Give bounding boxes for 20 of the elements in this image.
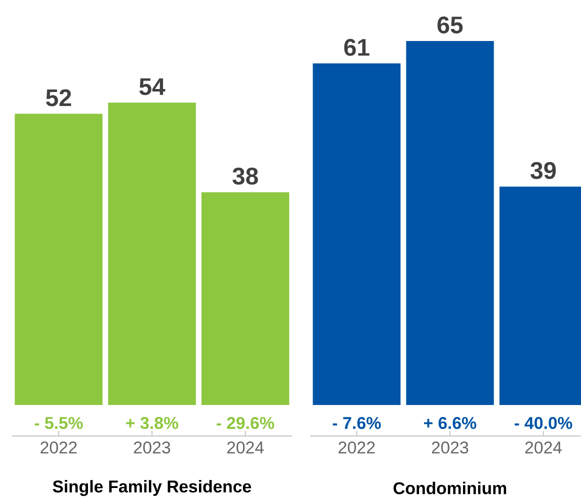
data-label: 39 [530,162,556,180]
data-label: 61 [344,38,370,56]
data-label: 38 [232,168,258,185]
x-tick-label: 2022 [338,442,375,454]
x-tick-label: 2024 [525,442,562,454]
x-axis-title: Single Family Residence [52,480,252,496]
x-tick-label: 2022 [40,442,77,454]
data-label: 65 [438,16,463,34]
text: - 7.6% [332,416,381,430]
x-tick-label: 2024 [227,442,264,454]
data-label: 54 [139,78,166,96]
text: - 5.5% [34,417,83,430]
x-tick-label: 2023 [432,442,468,454]
data-label: 52 [46,89,72,106]
text: - 40.0% [514,416,572,430]
text: + 3.8% [126,416,178,430]
x-axis-title: Condominium [394,482,506,494]
text: - 29.6% [216,416,274,430]
x-tick-label: 2023 [134,442,170,454]
text: + 6.6% [424,416,476,430]
